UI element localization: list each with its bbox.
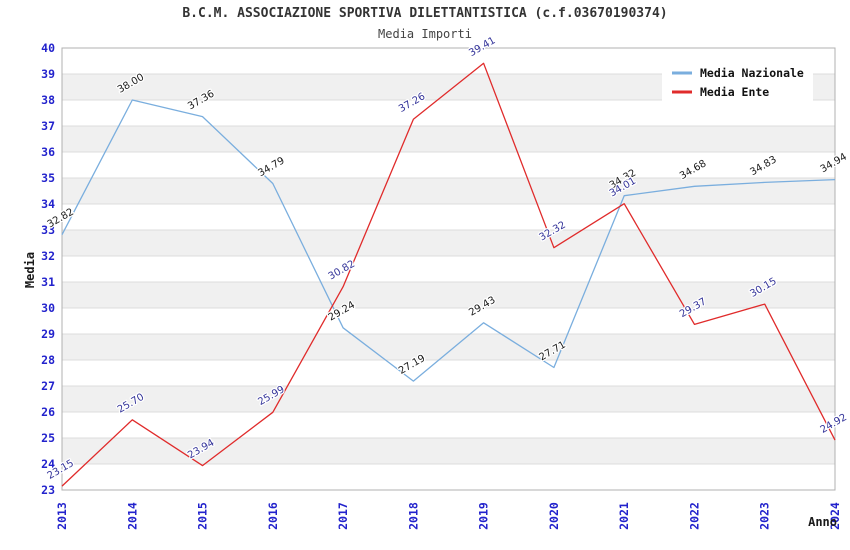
y-tick-label: 32 [41,249,55,263]
x-tick-label-2024: 2024 [828,502,842,530]
y-tick-label: 38 [41,93,55,107]
y-tick-label: 27 [41,379,55,393]
x-axis-title: Anno [808,515,837,529]
plot-border [61,47,836,491]
x-tick-label-2013: 2013 [55,502,69,530]
y-tick-label: 23 [41,483,55,497]
data-label-2024: 34.94 [819,151,849,175]
y-tick-label: 37 [41,119,55,133]
plot-band [62,334,835,360]
plot-band [62,230,835,256]
series-line-media-nazionale [61,99,836,382]
data-label-2019: 39.41 [467,35,497,59]
x-tick-label-2020: 2020 [547,502,561,530]
y-tick-label: 28 [41,353,55,367]
plot-band [62,178,835,204]
x-tick-label-2019: 2019 [477,502,491,530]
y-tick-label: 34 [41,197,55,211]
legend-label-media-nazionale: Media Nazionale [700,66,804,80]
y-tick-label: 33 [41,223,55,237]
x-tick-label-2016: 2016 [266,502,280,530]
legend-box [662,57,813,102]
data-label-2017: 30.82 [327,259,357,283]
x-tick-label-2021: 2021 [617,502,631,530]
series-line-media-ente [61,62,836,487]
y-tick-label: 30 [41,301,55,315]
plot-band [62,438,835,464]
y-tick-label: 26 [41,405,55,419]
x-tick-label-2022: 2022 [687,502,701,530]
y-tick-label: 39 [41,67,55,81]
chart-subtitle: Media Importi [378,27,472,41]
y-tick-label: 25 [41,431,55,445]
x-tick-label-2017: 2017 [336,502,350,530]
data-label-2024: 24.92 [819,412,849,436]
plot-band [62,386,835,412]
y-tick-label: 29 [41,327,55,341]
y-axis-title: Media [23,252,37,288]
x-tick-label-2014: 2014 [125,502,139,530]
x-tick-label-2023: 2023 [758,502,772,530]
data-label-2023: 34.83 [748,154,778,178]
y-tick-label: 36 [41,145,55,159]
plot-band [62,282,835,308]
chart-title: B.C.M. ASSOCIAZIONE SPORTIVA DILETTANTIS… [182,6,668,21]
y-tick-label: 35 [41,171,55,185]
x-tick-label-2018: 2018 [406,502,420,530]
plot-band [62,126,835,152]
y-tick-label: 31 [41,275,55,289]
legend-label-media-ente: Media Ente [700,85,769,99]
y-tick-label: 40 [41,41,55,55]
x-tick-label-2015: 2015 [196,502,210,530]
y-tick-label: 24 [41,457,55,471]
data-label-2016: 34.79 [256,155,286,179]
